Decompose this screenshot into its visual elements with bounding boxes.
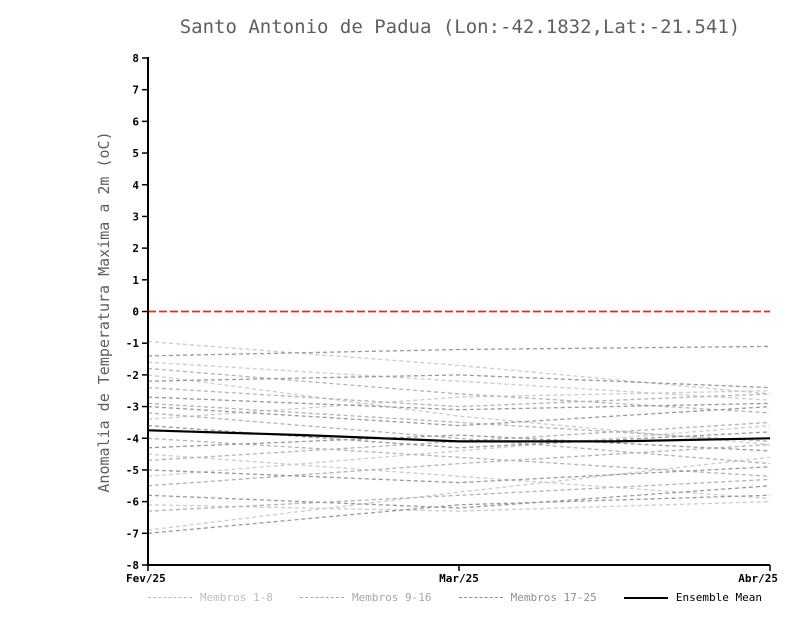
svg-text:-1: -1 — [126, 337, 140, 350]
legend-label: Membros 9-16 — [352, 591, 432, 604]
svg-text:-3: -3 — [126, 401, 139, 414]
svg-text:Mar/25: Mar/25 — [439, 572, 479, 585]
svg-text:2: 2 — [132, 242, 139, 255]
svg-text:-2: -2 — [126, 369, 139, 382]
svg-text:-4: -4 — [126, 432, 140, 445]
legend-label: Ensemble Mean — [675, 591, 762, 604]
legend-line-sample — [300, 597, 345, 598]
svg-text:Fev/25: Fev/25 — [126, 572, 166, 585]
legend-label: Membros 17-25 — [510, 591, 597, 604]
legend-item-members-1-8: Membros 1-8 — [148, 591, 273, 604]
legend-label: Membros 1-8 — [200, 591, 273, 604]
legend: Membros 1-8 Membros 9-16 Membros 17-25 E… — [148, 591, 762, 604]
legend-line-sample — [623, 596, 668, 599]
svg-text:-7: -7 — [126, 527, 139, 540]
svg-text:0: 0 — [132, 306, 139, 319]
svg-text:5: 5 — [132, 147, 139, 160]
legend-line-sample — [458, 597, 503, 598]
svg-text:-5: -5 — [126, 464, 139, 477]
svg-text:7: 7 — [132, 84, 139, 97]
svg-text:Abr/25: Abr/25 — [738, 572, 778, 585]
legend-item-members-17-25: Membros 17-25 — [458, 591, 597, 604]
legend-item-ensemble-mean: Ensemble Mean — [623, 591, 762, 604]
svg-text:3: 3 — [132, 210, 139, 223]
chart-title: Santo Antonio de Padua (Lon:-42.1832,Lat… — [179, 16, 741, 38]
legend-line-sample — [148, 597, 192, 598]
svg-text:6: 6 — [132, 115, 139, 128]
svg-text:4: 4 — [132, 179, 139, 192]
svg-text:-8: -8 — [126, 559, 139, 572]
svg-text:1: 1 — [132, 274, 139, 287]
svg-text:-6: -6 — [126, 496, 140, 509]
legend-item-members-9-16: Membros 9-16 — [300, 591, 432, 604]
svg-text:8: 8 — [132, 52, 139, 65]
